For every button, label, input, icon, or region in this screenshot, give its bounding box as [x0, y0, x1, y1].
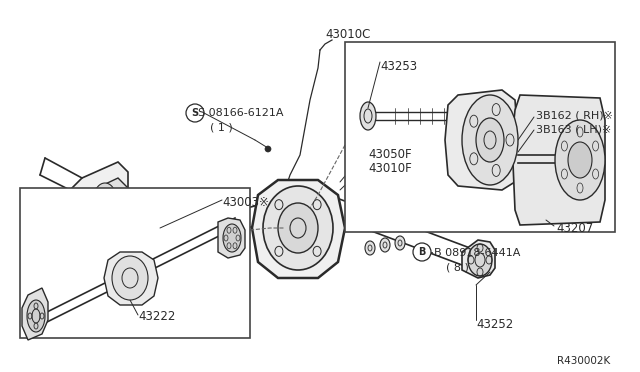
Polygon shape [218, 218, 245, 258]
Text: 43253: 43253 [380, 60, 417, 73]
Ellipse shape [112, 256, 148, 300]
Text: ( 8 ): ( 8 ) [446, 262, 469, 272]
Text: 43003※: 43003※ [222, 196, 269, 209]
Circle shape [413, 243, 431, 261]
Text: 43010F: 43010F [368, 162, 412, 175]
Bar [345, 42, 615, 232]
Text: 43050F: 43050F [368, 148, 412, 161]
Text: 43252: 43252 [476, 318, 513, 331]
Ellipse shape [462, 95, 518, 185]
Polygon shape [22, 288, 48, 340]
Text: 3B163 ( LH)※: 3B163 ( LH)※ [536, 124, 611, 134]
Ellipse shape [263, 186, 333, 270]
Ellipse shape [265, 146, 271, 152]
Ellipse shape [68, 237, 88, 267]
Ellipse shape [468, 244, 492, 276]
Circle shape [186, 104, 204, 122]
Polygon shape [512, 95, 605, 225]
Text: 3B162 ( RH)※: 3B162 ( RH)※ [536, 110, 613, 120]
Ellipse shape [95, 183, 115, 207]
Text: 43207: 43207 [556, 222, 593, 235]
Polygon shape [82, 178, 128, 218]
Ellipse shape [568, 142, 592, 178]
Polygon shape [68, 225, 95, 275]
Polygon shape [148, 230, 162, 254]
Ellipse shape [395, 236, 405, 250]
Ellipse shape [278, 203, 318, 253]
Ellipse shape [380, 238, 390, 252]
Text: B: B [419, 247, 426, 257]
Ellipse shape [365, 241, 375, 255]
Text: ( 1 ): ( 1 ) [210, 122, 233, 132]
Ellipse shape [27, 300, 45, 332]
Ellipse shape [555, 120, 605, 200]
Text: B 08918-6441A: B 08918-6441A [434, 248, 520, 258]
Ellipse shape [223, 224, 241, 252]
Bar [20, 188, 250, 338]
Text: 43010C: 43010C [325, 28, 371, 41]
Polygon shape [104, 252, 158, 305]
Text: S 08166-6121A: S 08166-6121A [198, 108, 284, 118]
Polygon shape [70, 162, 128, 225]
Polygon shape [445, 90, 518, 190]
Text: S: S [191, 108, 198, 118]
Polygon shape [462, 240, 495, 278]
Text: 43222: 43222 [138, 310, 175, 323]
Ellipse shape [476, 118, 504, 162]
Polygon shape [252, 180, 345, 278]
Ellipse shape [360, 102, 376, 130]
Text: R430002K: R430002K [557, 356, 610, 366]
Polygon shape [185, 224, 195, 242]
